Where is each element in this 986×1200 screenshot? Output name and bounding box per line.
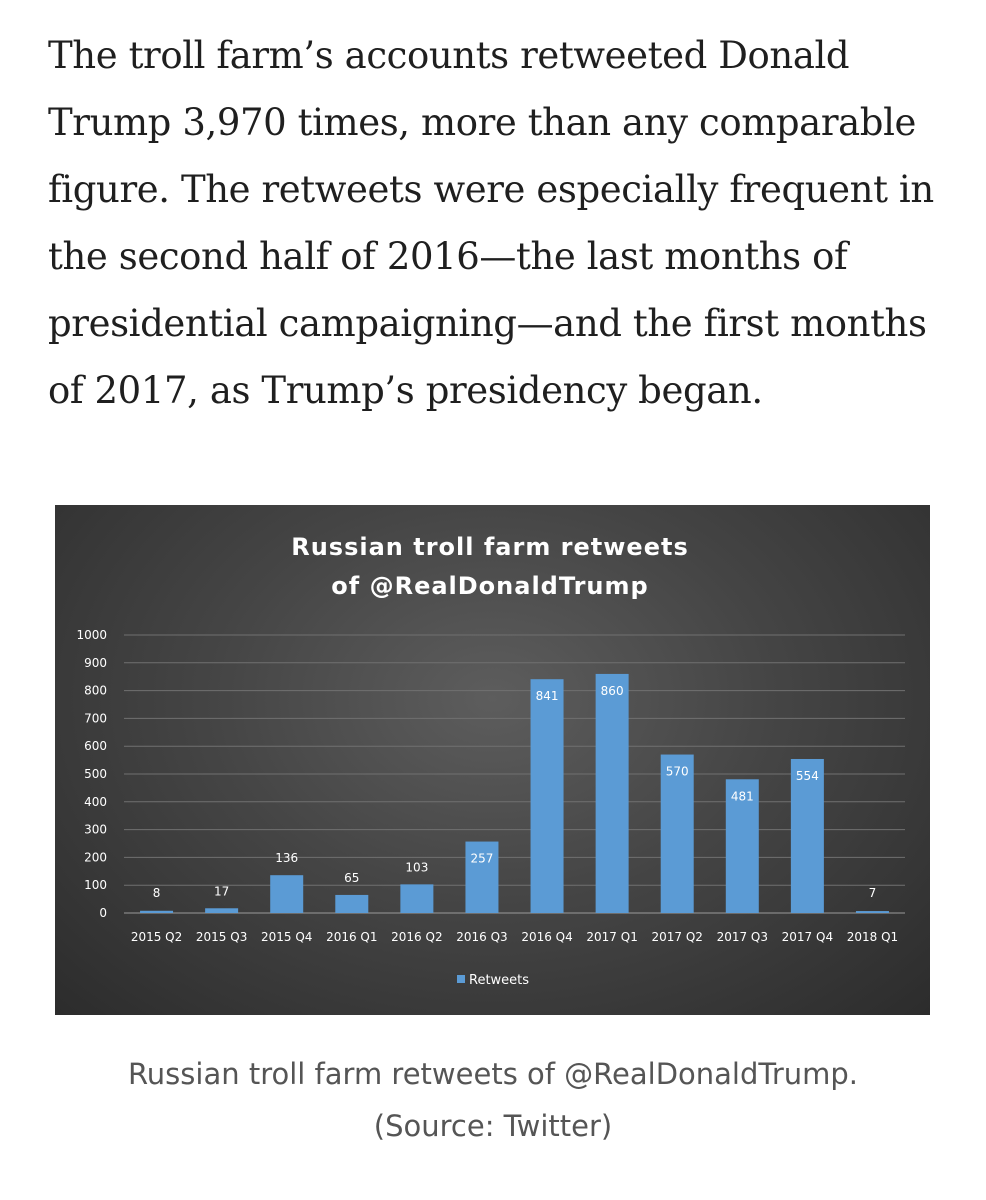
bar — [335, 894, 369, 913]
chart-subtitle: of @RealDonaldTrump — [331, 572, 648, 600]
y-tick-label: 500 — [84, 767, 107, 781]
x-tick-label: 2017 Q1 — [586, 930, 637, 944]
y-tick-label: 300 — [84, 823, 107, 837]
article-paragraph: The troll farm’s accounts retweeted Dona… — [48, 34, 934, 412]
data-label: 570 — [666, 765, 689, 779]
y-tick-label: 0 — [99, 906, 107, 920]
data-label: 65 — [344, 871, 359, 885]
x-tick-label: 2015 Q2 — [131, 930, 182, 944]
bar — [270, 875, 304, 913]
y-tick-label: 1000 — [76, 628, 107, 642]
bar — [790, 758, 824, 913]
legend-label: Retweets — [469, 973, 529, 988]
data-label: 17 — [214, 884, 229, 898]
y-tick-label: 100 — [84, 878, 107, 892]
figure-caption: Russian troll farm retweets of @RealDona… — [0, 1048, 986, 1152]
x-tick-label: 2017 Q2 — [651, 930, 702, 944]
x-tick-label: 2016 Q4 — [521, 930, 572, 944]
x-tick-label: 2015 Q4 — [261, 930, 312, 944]
bar — [595, 673, 629, 913]
caption-line-1: Russian troll farm retweets of @RealDona… — [127, 1057, 859, 1091]
x-tick-label: 2015 Q3 — [196, 930, 247, 944]
x-tick-label: 2016 Q2 — [391, 930, 442, 944]
x-tick-label: 2017 Q4 — [782, 930, 833, 944]
data-label: 136 — [275, 851, 298, 865]
y-tick-label: 600 — [84, 739, 107, 753]
data-label: 257 — [471, 852, 494, 866]
data-label: 103 — [405, 860, 428, 874]
data-label: 841 — [536, 689, 559, 703]
data-label: 554 — [796, 769, 819, 783]
bar — [465, 841, 499, 913]
bar — [725, 779, 759, 913]
data-label: 7 — [869, 886, 877, 900]
y-tick-label: 800 — [84, 684, 107, 698]
y-tick-label: 200 — [84, 850, 107, 864]
x-tick-label: 2018 Q1 — [847, 930, 898, 944]
bar — [660, 754, 694, 913]
data-label: 8 — [153, 886, 161, 900]
bar — [140, 910, 174, 913]
y-tick-label: 700 — [84, 711, 107, 725]
chart-title: Russian troll farm retweets — [291, 533, 689, 561]
bar — [530, 679, 564, 913]
bar — [205, 908, 239, 913]
y-tick-label: 900 — [84, 656, 107, 670]
bar-chart: Russian troll farm retweets of @RealDona… — [76, 533, 905, 988]
legend-swatch — [457, 975, 465, 983]
x-tick-label: 2016 Q3 — [456, 930, 507, 944]
bar — [400, 884, 434, 913]
x-tick-label: 2016 Q1 — [326, 930, 377, 944]
chart-container: Russian troll farm retweets of @RealDona… — [55, 505, 930, 1015]
x-tick-label: 2017 Q3 — [717, 930, 768, 944]
data-label: 860 — [601, 684, 624, 698]
caption-line-2: (Source: Twitter) — [373, 1109, 613, 1143]
data-label: 481 — [731, 789, 754, 803]
y-tick-label: 400 — [84, 795, 107, 809]
bar — [855, 911, 889, 913]
